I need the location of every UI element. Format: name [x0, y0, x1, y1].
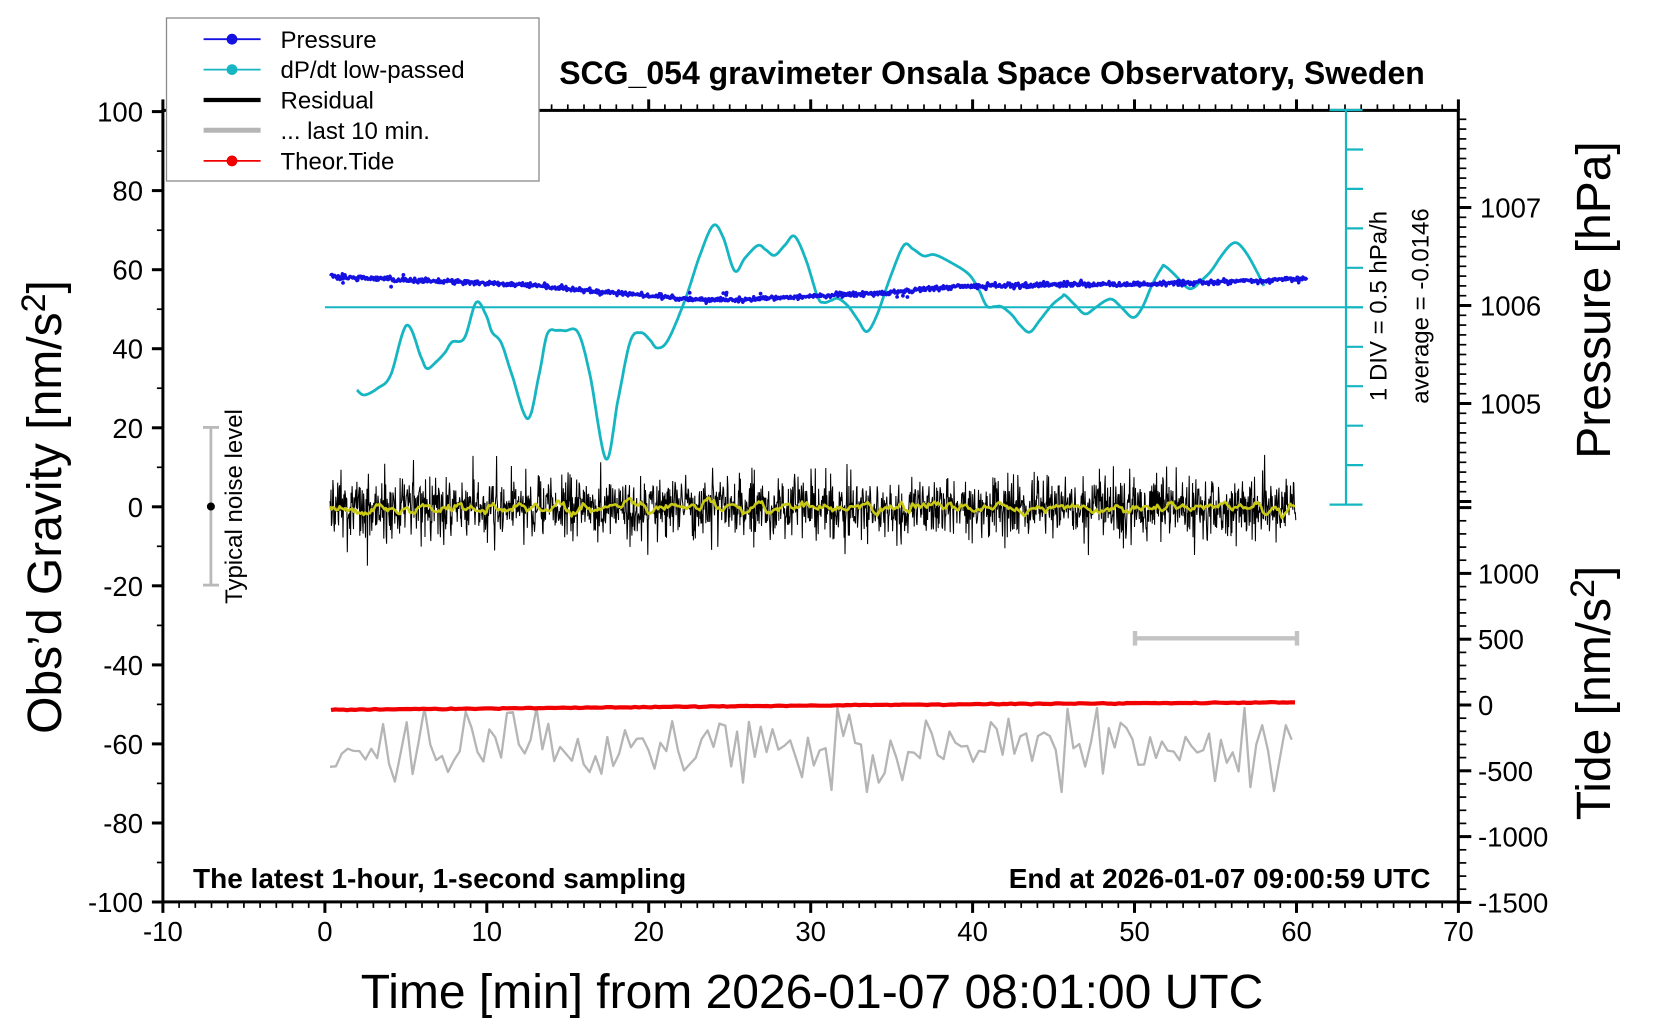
svg-text:10: 10 [472, 916, 503, 947]
svg-text:Pressure [hPa]: Pressure [hPa] [1568, 141, 1621, 458]
svg-text:30: 30 [795, 916, 826, 947]
svg-text:Pressure: Pressure [281, 27, 377, 54]
svg-text:Obs’d Gravity [nm/s2]: Obs’d Gravity [nm/s2] [15, 280, 72, 734]
svg-text:50: 50 [1119, 916, 1150, 947]
svg-text:70: 70 [1443, 916, 1474, 947]
svg-text:-80: -80 [103, 808, 143, 839]
svg-text:... last 10 min.: ... last 10 min. [281, 118, 430, 145]
svg-text:The latest 1-hour, 1-second sa: The latest 1-hour, 1-second sampling [193, 863, 686, 894]
svg-text:1005: 1005 [1480, 389, 1541, 420]
svg-text:Residual: Residual [281, 88, 374, 115]
svg-text:20: 20 [633, 916, 664, 947]
svg-text:80: 80 [112, 176, 143, 207]
svg-text:1 DIV = 0.5 hPa/h: 1 DIV = 0.5 hPa/h [1366, 211, 1393, 401]
svg-text:1006: 1006 [1480, 291, 1541, 322]
svg-text:End at 2026-01-07 09:00:59 UTC: End at 2026-01-07 09:00:59 UTC [1009, 863, 1431, 894]
svg-text:1000: 1000 [1478, 558, 1539, 589]
svg-text:0: 0 [1478, 690, 1493, 721]
svg-text:-20: -20 [103, 571, 143, 602]
svg-text:500: 500 [1478, 624, 1524, 655]
svg-text:Time [min] from 2026-01-07 08:: Time [min] from 2026-01-07 08:01:00 UTC [361, 966, 1264, 1019]
svg-text:Typical noise level: Typical noise level [221, 409, 248, 604]
svg-text:0: 0 [128, 492, 143, 523]
svg-text:60: 60 [1281, 916, 1312, 947]
svg-text:-1000: -1000 [1478, 822, 1548, 853]
svg-text:-10: -10 [143, 916, 183, 947]
svg-text:1007: 1007 [1480, 193, 1541, 224]
svg-text:40: 40 [957, 916, 988, 947]
svg-text:20: 20 [112, 413, 143, 444]
svg-text:100: 100 [97, 97, 143, 128]
svg-text:60: 60 [112, 255, 143, 286]
svg-text:-100: -100 [88, 887, 143, 918]
svg-text:-1500: -1500 [1478, 887, 1548, 918]
svg-text:Tide [nm/s2]: Tide [nm/s2] [1564, 566, 1621, 821]
svg-text:-500: -500 [1478, 756, 1533, 787]
svg-text:-60: -60 [103, 729, 143, 760]
svg-text:-40: -40 [103, 650, 143, 681]
svg-text:average = -0.0146: average = -0.0146 [1408, 208, 1435, 403]
svg-text:0: 0 [317, 916, 332, 947]
svg-text:SCG_054 gravimeter Onsala Spac: SCG_054 gravimeter Onsala Space Observat… [559, 55, 1425, 91]
svg-text:dP/dt low-passed: dP/dt low-passed [281, 57, 465, 84]
svg-text:40: 40 [112, 334, 143, 365]
svg-text:Theor.Tide: Theor.Tide [281, 149, 395, 176]
